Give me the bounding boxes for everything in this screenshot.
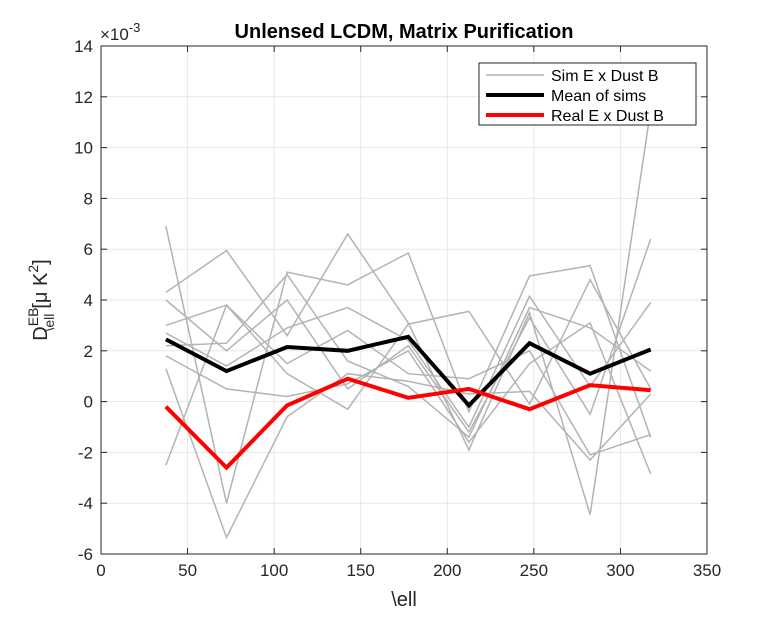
y-tick-label: 8: [84, 189, 93, 208]
y-multiplier: ×10-3: [100, 20, 140, 44]
series-line-sim: [165, 321, 652, 475]
legend-label-real: Real E x Dust B: [551, 108, 664, 125]
x-tick-label: 200: [433, 561, 461, 580]
series-line-sim: [165, 368, 652, 540]
y-tick-label: 6: [84, 240, 93, 259]
y-axis-label: DEB\ell[μ K2]: [25, 259, 57, 340]
series-group: [164, 109, 652, 540]
y-tick-label: 10: [74, 139, 93, 158]
y-axis-label-subscript: \ell: [41, 314, 57, 332]
x-tick-label: 100: [260, 561, 288, 580]
y-tick-label: 0: [84, 393, 93, 412]
legend-label-sim: Sim E x Dust B: [551, 68, 659, 85]
series-line-mean: [164, 334, 652, 409]
series-line-sim: [165, 226, 652, 504]
series-line-sim: [165, 294, 652, 429]
grid: [100, 45, 708, 555]
x-tick-label: 0: [96, 561, 105, 580]
x-tick-label: 350: [693, 561, 721, 580]
series-line-sim: [165, 273, 652, 439]
y-tick-label: 14: [74, 37, 93, 56]
chart-title: Unlensed LCDM, Matrix Purification: [235, 21, 574, 43]
legend-label-mean: Mean of sims: [551, 88, 646, 105]
y-multiplier-exponent: -3: [129, 20, 141, 35]
ticks: 0 50 100 150 200 250 300 350 -6 -4 -2 0 2 4 6 8 10 12 14: [74, 37, 721, 580]
x-tick-label: 150: [347, 561, 375, 580]
y-axis-label-unit: [μ K2]: [25, 259, 52, 308]
y-axis-label-superscript: EB: [25, 308, 41, 327]
series-line-real: [164, 376, 651, 471]
x-tick-label: 250: [520, 561, 548, 580]
series-line-sim: [165, 303, 651, 466]
y-tick-label: -4: [78, 494, 93, 513]
y-tick-label: 12: [74, 88, 93, 107]
y-tick-label: -6: [78, 545, 93, 564]
series-line-sim: [165, 109, 652, 515]
y-tick-label: -2: [78, 443, 93, 462]
x-tick-label: 300: [606, 561, 634, 580]
y-tick-label: 4: [84, 291, 93, 310]
legend: Sim E x Dust B Mean of sims Real E x Dus…: [478, 62, 697, 126]
x-tick-label: 50: [178, 561, 197, 580]
x-axis-label: \ell: [391, 589, 417, 611]
series-line-sim: [165, 238, 652, 434]
y-tick-label: 2: [84, 342, 93, 361]
